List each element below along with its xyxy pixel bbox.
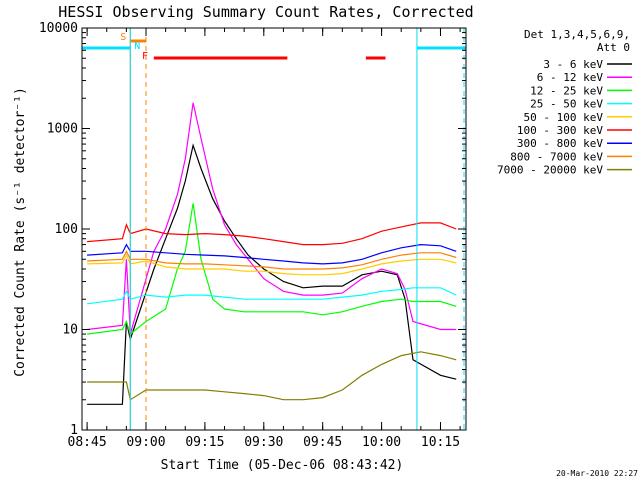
y-tick-label: 10: [62, 323, 78, 338]
y-tick-label: 1000: [47, 122, 78, 137]
x-tick-label: 10:00: [362, 435, 401, 450]
legend-label: 12 - 25 keV: [530, 84, 603, 97]
flag-label: F: [142, 51, 148, 62]
x-tick-label: 09:45: [303, 435, 342, 450]
axes: 08:45 09:00 09:15 09:30 09:45 10:00 10:15 1 10 10…: [39, 21, 466, 450]
legend-label: 6 - 12 keV: [537, 71, 604, 84]
x-axis-label: Start Time (05-Dec-06 08:43:42): [161, 458, 404, 473]
legend-label: 100 - 300 keV: [517, 124, 603, 137]
series-line-8: [87, 351, 457, 401]
legend-header: Att 0: [597, 41, 630, 54]
series-layer: [87, 102, 457, 405]
x-tick-label: 09:00: [126, 435, 165, 450]
series-line-1: [87, 102, 457, 335]
legend-label: 7000 - 20000 keV: [497, 164, 603, 177]
plot-frame: [81, 27, 467, 431]
y-tick-label: 1: [70, 423, 78, 438]
series-line-0: [87, 143, 457, 405]
flag-label: S: [120, 32, 126, 43]
interval-bars: [82, 39, 466, 60]
legend-label: 3 - 6 keV: [543, 58, 603, 71]
timestamp: 20-Mar-2010 22:27: [556, 469, 638, 478]
series-line-5: [87, 222, 457, 246]
series-line-2: [87, 203, 457, 336]
series-line-4: [87, 253, 457, 276]
series-line-3: [87, 287, 457, 305]
y-tick-label: 100: [55, 222, 78, 237]
series-line-7: [87, 249, 457, 270]
series-line-6: [87, 243, 457, 265]
interval-markers: SNF: [120, 28, 465, 430]
chart-title: HESSI Observing Summary Count Rates, Cor…: [58, 3, 473, 21]
x-tick-label: 10:15: [421, 435, 460, 450]
x-tick-label: 08:45: [68, 435, 107, 450]
legend-header: Det 1,3,4,5,6,9,: [524, 28, 630, 41]
x-tick-label: 09:30: [244, 435, 283, 450]
flag-label: N: [134, 41, 140, 52]
legend-label: 50 - 100 keV: [524, 111, 604, 124]
y-axis-label: Corrected Count Rate (s⁻¹ detector⁻¹): [13, 87, 28, 377]
x-tick-label: 09:15: [185, 435, 224, 450]
legend-label: 300 - 800 keV: [517, 137, 603, 150]
y-tick-label: 10000: [39, 21, 78, 36]
legend-label: 800 - 7000 keV: [510, 150, 603, 163]
legend-label: 25 - 50 keV: [530, 98, 603, 111]
